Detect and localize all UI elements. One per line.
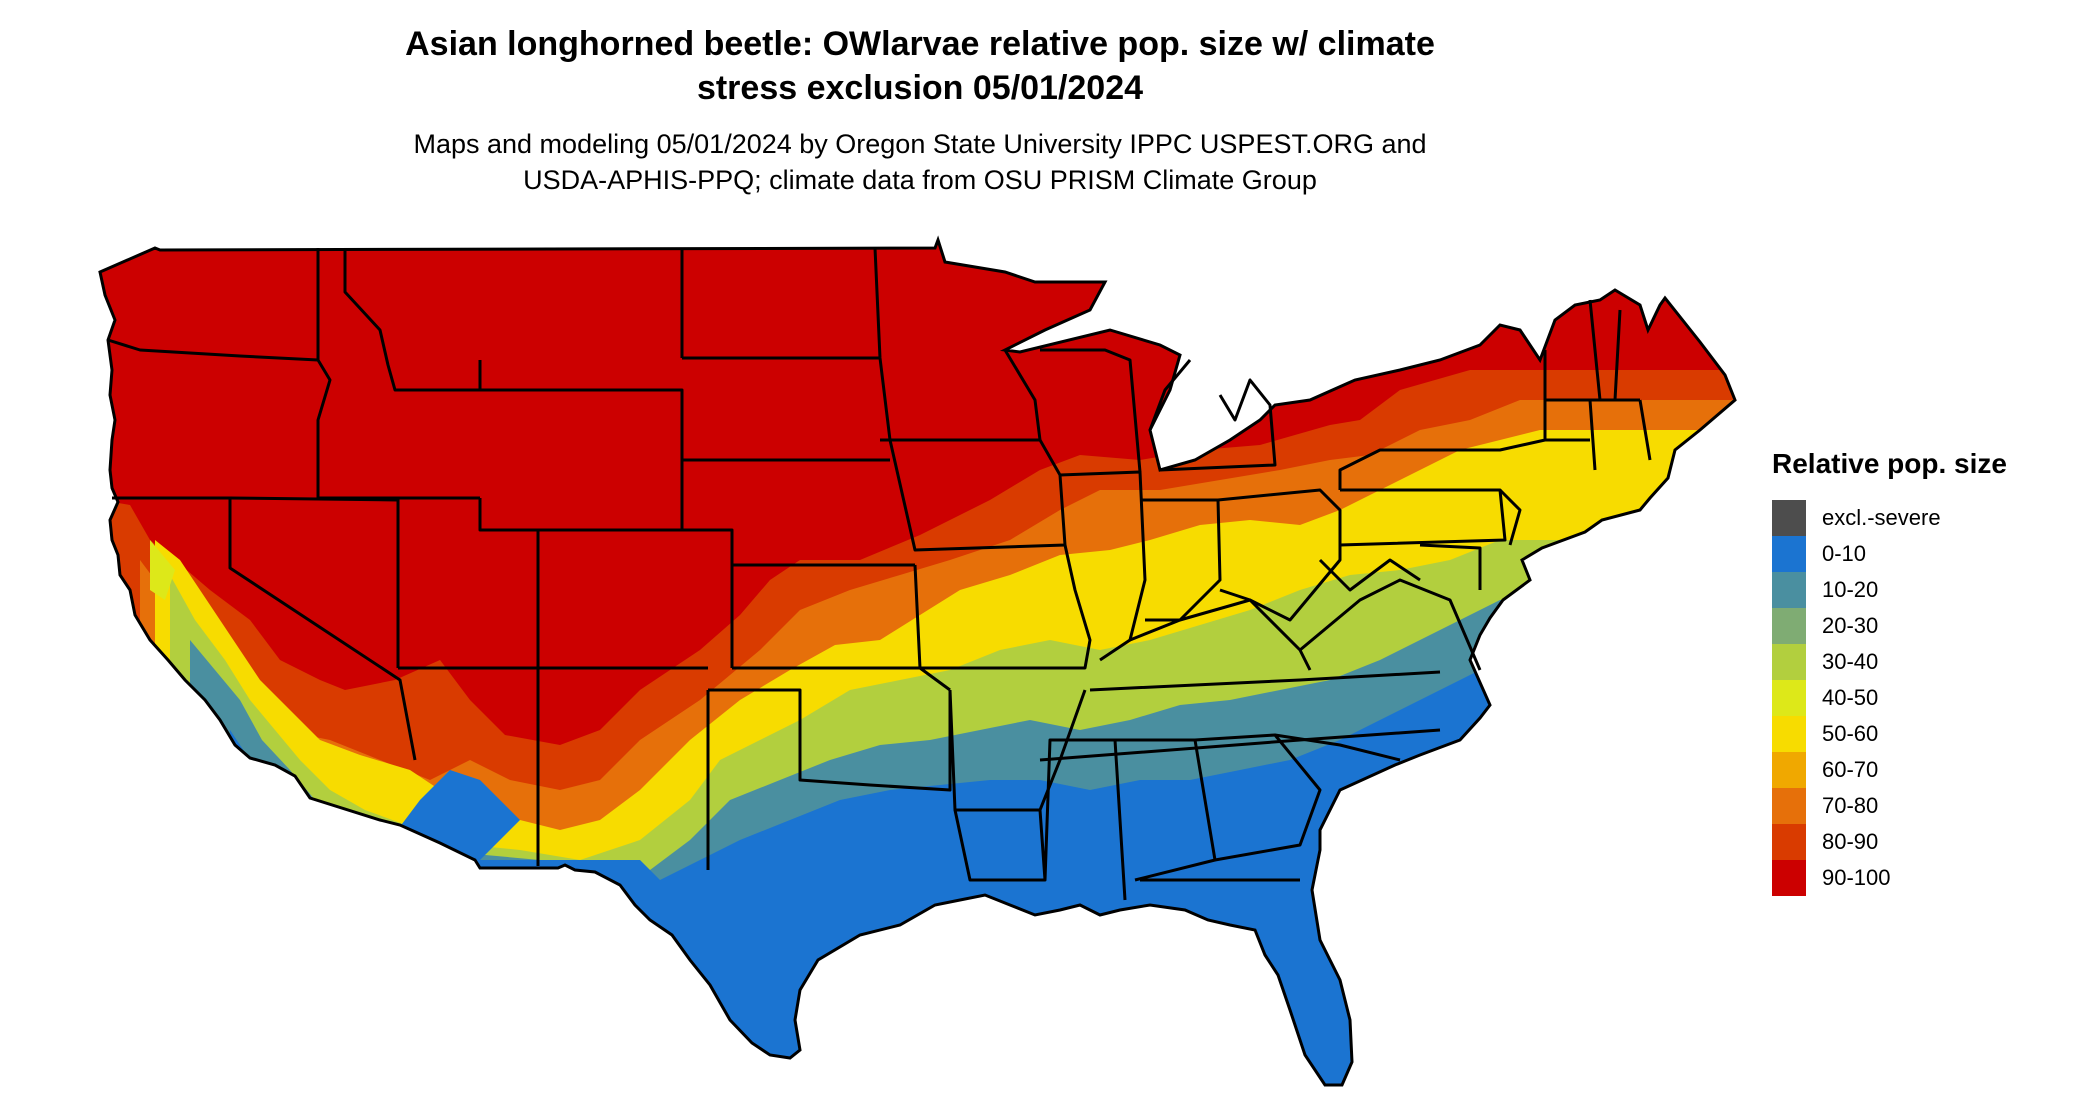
legend-swatch (1772, 608, 1806, 644)
wy-border (480, 388, 684, 530)
legend-item: 50-60 (1772, 716, 2007, 752)
legend-item: 80-90 (1772, 824, 2007, 860)
legend-items: excl.-severe 0-10 10-20 20-30 30-40 40-50 50-6… (1772, 500, 2007, 896)
new-england-borders (1545, 299, 1652, 471)
legend-item: 40-50 (1772, 680, 2007, 716)
wi-mi-border (1040, 348, 1142, 473)
legend-swatch (1772, 824, 1806, 860)
legend-label: 0-10 (1822, 541, 1867, 566)
legend-swatch (1772, 644, 1806, 680)
subtitle-line-2: USDA-APHIS-PPQ; climate data from OSU PR… (523, 165, 1317, 195)
ok-east (919, 666, 951, 692)
great-lakes-shore (1148, 359, 1192, 431)
pa-border (1339, 488, 1507, 547)
id-west-border (316, 248, 332, 498)
nc-sc-line (1274, 733, 1401, 762)
legend-swatch (1772, 788, 1806, 824)
legend-swatch (1772, 716, 1806, 752)
legend-item: 10-20 (1772, 572, 2007, 608)
mn-border (880, 349, 1042, 442)
title-line-2: stress exclusion 05/01/2024 (696, 69, 1144, 107)
wv-border (1318, 558, 1421, 592)
legend-item: 70-80 (1772, 788, 2007, 824)
legend-title: Relative pop. size (1772, 448, 2007, 479)
legend-item: excl.-severe (1772, 500, 2007, 536)
legend-swatch (1772, 860, 1806, 896)
legend-label: 70-80 (1822, 793, 1879, 818)
il-border (1059, 470, 1147, 662)
ut-east (478, 498, 540, 668)
md-de-border (1419, 543, 1482, 590)
nj-border (1498, 488, 1522, 546)
co-border (538, 528, 734, 668)
la-border (953, 809, 1047, 882)
legend-item: 0-10 (1772, 536, 2007, 572)
subtitle-line-1: Maps and modeling 05/01/2024 by Oregon S… (413, 129, 1427, 159)
ky-border (1129, 598, 1312, 671)
va-border (1299, 578, 1482, 671)
legend-item: 60-70 (1772, 752, 2007, 788)
legend-label: 80-90 (1822, 829, 1879, 854)
legend-item: 20-30 (1772, 608, 2007, 644)
legend-swatch (1772, 680, 1806, 716)
id-mt-border (343, 248, 480, 392)
in-border (1140, 498, 1222, 622)
legend-label: 40-50 (1822, 685, 1879, 710)
us-map (98, 238, 1737, 1087)
legend-item: 90-100 (1772, 860, 2007, 896)
title-line-1: Asian longhorned beetle: OWlarvae relati… (405, 25, 1435, 63)
map-subtitle: Maps and modeling 05/01/2024 by Oregon S… (250, 126, 1590, 198)
al-border (1115, 738, 1217, 882)
legend-label: 10-20 (1822, 577, 1879, 602)
ny-border (1338, 350, 1547, 490)
map-title: Asian longhorned beetle: OWlarvae relati… (250, 22, 1590, 110)
legend: Relative pop. size excl.-severe 0-10 10-20… (1772, 448, 2007, 896)
legend-swatch (1772, 752, 1806, 788)
legend-swatch (1772, 500, 1806, 536)
zone-40-50-coastal (150, 540, 175, 600)
legend-label: 30-40 (1822, 649, 1879, 674)
dakota-east (873, 247, 892, 441)
legend-label: excl.-severe (1822, 505, 1941, 530)
population-raster (100, 240, 1735, 1085)
ca-nv-border (228, 498, 417, 761)
ga-border (1194, 733, 1322, 862)
legend-swatch (1772, 536, 1806, 572)
legend-swatch (1772, 572, 1806, 608)
legend-label: 20-30 (1822, 613, 1879, 638)
legend-label: 60-70 (1822, 757, 1879, 782)
mi-lower (1159, 378, 1277, 472)
legend-item: 30-40 (1772, 644, 2007, 680)
ms-border (1043, 738, 1127, 901)
legend-label: 90-100 (1822, 865, 1891, 890)
ky-tn-line (1089, 670, 1441, 692)
wa-or-border (107, 338, 319, 362)
state-borders (107, 247, 1652, 901)
legend-label: 50-60 (1822, 721, 1879, 746)
ok-panhandle (708, 688, 952, 792)
mo-border (913, 544, 1092, 670)
